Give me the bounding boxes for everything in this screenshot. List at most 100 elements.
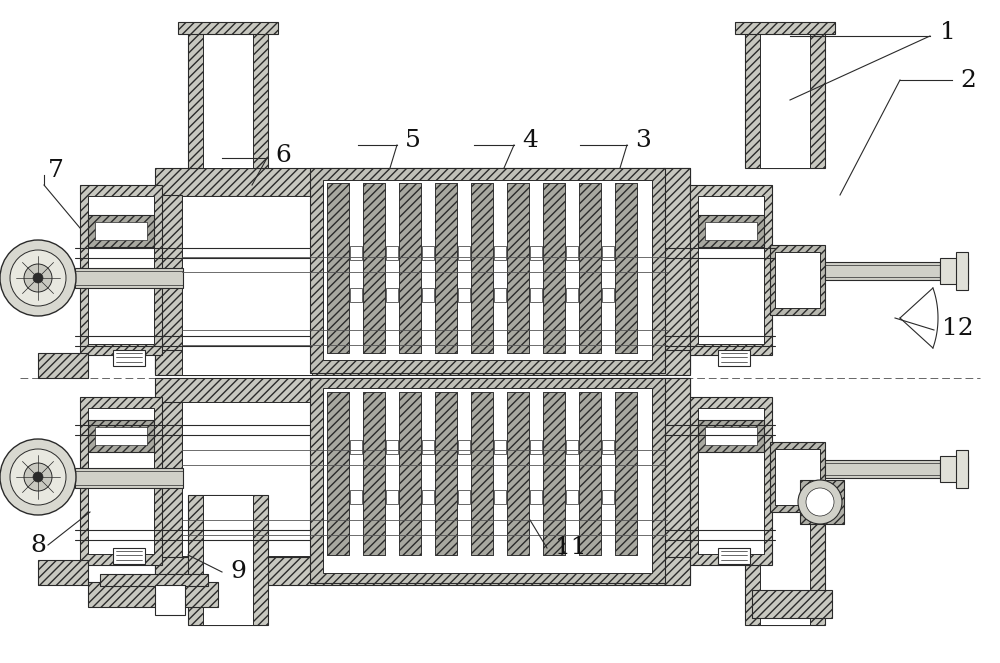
Bar <box>203 495 253 625</box>
Bar <box>178 22 278 34</box>
Bar <box>327 392 349 555</box>
Bar <box>310 168 665 373</box>
Bar <box>770 442 825 512</box>
Bar <box>155 402 182 580</box>
Text: 6: 6 <box>275 143 291 166</box>
Text: 7: 7 <box>48 158 64 182</box>
Circle shape <box>24 264 52 292</box>
Bar <box>494 246 506 260</box>
Bar <box>386 490 398 504</box>
Bar <box>698 408 764 554</box>
Bar <box>88 420 154 452</box>
Bar <box>422 246 434 260</box>
Bar <box>940 456 968 482</box>
Bar <box>760 495 810 625</box>
Bar <box>956 252 968 290</box>
Bar <box>698 215 764 247</box>
Circle shape <box>33 273 43 283</box>
Bar <box>182 402 312 556</box>
Bar <box>399 392 421 555</box>
Bar <box>75 268 183 288</box>
Bar <box>800 480 844 524</box>
Bar <box>566 246 578 260</box>
Bar <box>705 427 757 445</box>
Bar <box>471 183 493 353</box>
Bar <box>735 22 835 34</box>
Bar <box>95 222 147 240</box>
Bar <box>155 350 690 375</box>
Circle shape <box>10 449 66 505</box>
Bar <box>718 350 750 366</box>
Bar <box>825 460 940 478</box>
Circle shape <box>0 240 76 316</box>
Bar <box>458 288 470 302</box>
Bar <box>435 183 457 353</box>
Bar <box>458 440 470 454</box>
Bar <box>530 246 542 260</box>
Bar <box>203 28 253 168</box>
Bar <box>399 392 421 555</box>
Circle shape <box>798 480 842 524</box>
Bar <box>310 378 665 583</box>
Bar <box>530 288 542 302</box>
Bar <box>663 378 690 583</box>
Bar <box>530 490 542 504</box>
Bar <box>698 196 764 344</box>
Bar <box>579 183 601 353</box>
Bar <box>80 185 162 355</box>
Bar <box>363 183 385 353</box>
Bar <box>543 183 565 353</box>
Text: 5: 5 <box>405 129 421 152</box>
Bar <box>327 183 349 353</box>
Bar <box>458 490 470 504</box>
Bar <box>690 397 772 565</box>
Bar <box>543 392 565 555</box>
Bar <box>155 585 185 615</box>
Bar <box>95 427 147 445</box>
Bar <box>770 245 825 315</box>
Bar <box>80 397 162 565</box>
Text: 12: 12 <box>942 316 974 339</box>
Bar <box>386 440 398 454</box>
Bar <box>602 288 614 302</box>
Bar <box>188 28 268 168</box>
Bar <box>100 574 208 586</box>
Bar <box>471 392 493 555</box>
Bar <box>543 183 565 353</box>
Bar <box>350 440 362 454</box>
Bar <box>155 168 690 196</box>
Text: 9: 9 <box>230 560 246 583</box>
Bar <box>507 392 529 555</box>
Bar <box>88 215 154 247</box>
Bar <box>705 222 757 240</box>
Bar <box>825 262 940 280</box>
Bar <box>760 28 810 168</box>
Bar <box>690 185 772 355</box>
Bar <box>940 258 968 284</box>
Bar <box>566 490 578 504</box>
Bar <box>579 392 601 555</box>
Bar <box>494 440 506 454</box>
Text: 3: 3 <box>635 129 651 152</box>
Bar <box>38 560 88 585</box>
Bar <box>188 495 268 625</box>
Circle shape <box>24 463 52 491</box>
Bar <box>663 168 690 373</box>
Bar <box>494 490 506 504</box>
Bar <box>350 288 362 302</box>
Bar <box>775 252 820 308</box>
Bar <box>88 196 154 344</box>
Bar <box>75 468 183 488</box>
Bar <box>507 392 529 555</box>
Bar <box>536 402 663 556</box>
Bar <box>363 392 385 555</box>
Text: 1: 1 <box>940 21 956 44</box>
Bar <box>615 392 637 555</box>
Bar <box>113 548 145 564</box>
Bar <box>327 392 349 555</box>
Bar <box>458 246 470 260</box>
Bar <box>808 488 836 516</box>
Bar <box>386 288 398 302</box>
Bar <box>543 392 565 555</box>
Text: 8: 8 <box>30 534 46 556</box>
